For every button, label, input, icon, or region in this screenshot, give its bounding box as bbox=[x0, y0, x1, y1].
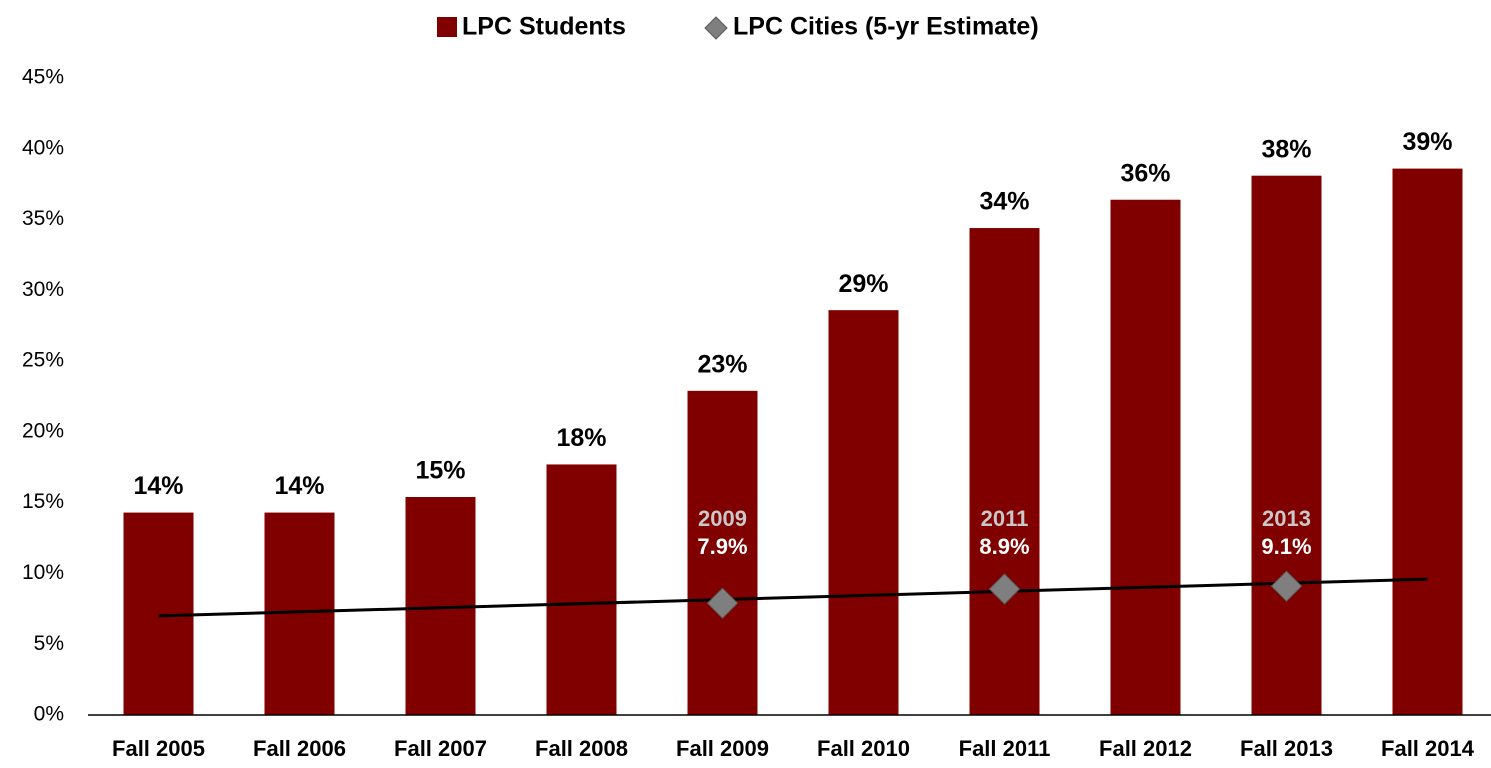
marker bbox=[706, 587, 739, 619]
data-label: 14% bbox=[274, 472, 324, 500]
bar bbox=[546, 464, 617, 715]
marker bbox=[988, 573, 1021, 605]
y-tick-label: 25% bbox=[22, 349, 64, 372]
x-tick-label: Fall 2009 bbox=[676, 736, 769, 761]
legend-label: LPC Students bbox=[462, 13, 626, 41]
x-tick-label: Fall 2013 bbox=[1240, 736, 1333, 761]
data-label: 14% bbox=[133, 472, 183, 500]
data-label: 38% bbox=[1261, 135, 1311, 163]
bar bbox=[969, 228, 1040, 715]
bar bbox=[687, 390, 758, 715]
y-tick-label: 15% bbox=[22, 490, 64, 513]
y-tick-label: 0% bbox=[34, 703, 64, 726]
data-label: 23% bbox=[697, 350, 747, 378]
bar bbox=[1392, 168, 1463, 715]
data-label: 18% bbox=[556, 424, 606, 452]
year-label: 2013 bbox=[1262, 506, 1311, 531]
legend-swatch bbox=[437, 17, 457, 37]
x-tick-label: Fall 2006 bbox=[253, 736, 346, 761]
data-label: 8.9% bbox=[979, 534, 1029, 559]
data-label: 34% bbox=[979, 188, 1029, 216]
data-label: 36% bbox=[1120, 159, 1170, 187]
x-tick-label: Fall 2014 bbox=[1381, 736, 1475, 761]
data-label: 15% bbox=[415, 457, 465, 485]
x-tick-label: Fall 2008 bbox=[535, 736, 628, 761]
bar bbox=[828, 310, 899, 715]
y-tick-label: 30% bbox=[22, 278, 64, 301]
x-tick-label: Fall 2005 bbox=[112, 736, 205, 761]
y-tick-label: 20% bbox=[22, 419, 64, 442]
legend-swatch bbox=[704, 16, 728, 40]
marker bbox=[1270, 570, 1303, 602]
trendline bbox=[158, 577, 1428, 618]
y-tick-label: 45% bbox=[22, 66, 64, 89]
y-tick-label: 10% bbox=[22, 561, 64, 584]
x-tick-label: Fall 2010 bbox=[817, 736, 910, 761]
y-tick-label: 5% bbox=[34, 632, 64, 655]
year-label: 2011 bbox=[981, 506, 1029, 531]
data-label: 7.9% bbox=[697, 534, 747, 559]
x-tick-label: Fall 2011 bbox=[959, 736, 1051, 761]
legend-label: LPC Cities (5-yr Estimate) bbox=[733, 13, 1039, 41]
data-label: 29% bbox=[838, 270, 888, 298]
y-tick-label: 40% bbox=[22, 136, 64, 159]
x-tick-label: Fall 2012 bbox=[1099, 736, 1192, 761]
x-tick-label: Fall 2007 bbox=[394, 736, 487, 761]
data-label: 9.1% bbox=[1261, 534, 1311, 559]
data-label: 39% bbox=[1402, 128, 1452, 156]
year-label: 2009 bbox=[698, 506, 747, 531]
bar bbox=[1251, 175, 1322, 715]
y-tick-label: 35% bbox=[22, 207, 64, 230]
bar bbox=[1110, 199, 1181, 715]
